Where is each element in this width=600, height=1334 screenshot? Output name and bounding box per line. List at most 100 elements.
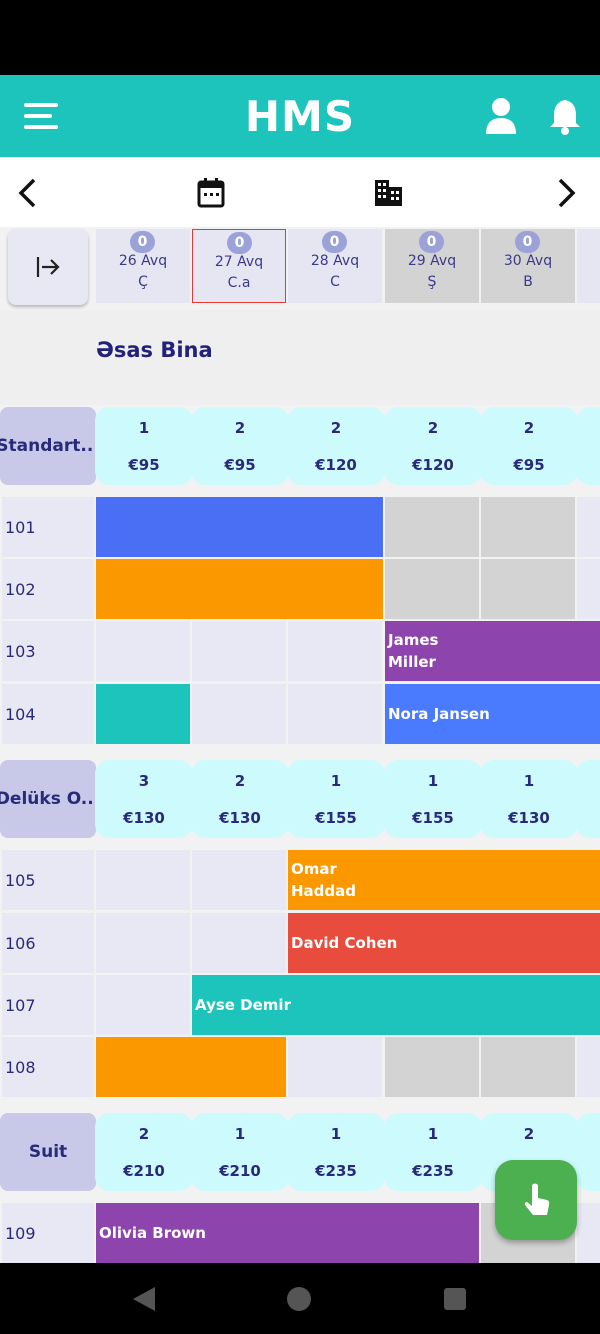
weekday-label: C.a	[227, 275, 251, 291]
booking-bar[interactable]: James Miller	[385, 621, 600, 681]
available-count: 2	[330, 419, 342, 437]
booking-bar[interactable]: Ayse Demir	[192, 975, 600, 1035]
building-button[interactable]	[374, 178, 404, 208]
next-button[interactable]	[552, 177, 580, 209]
available-count: 1	[138, 419, 150, 437]
day-cell[interactable]	[96, 621, 190, 681]
collapse-button[interactable]	[8, 229, 88, 305]
nav-bar	[0, 157, 600, 227]
day-cell[interactable]	[288, 684, 382, 744]
room-type-label: Standart...	[0, 407, 96, 485]
booking-bar[interactable]: Olivia Brown	[96, 1203, 479, 1263]
collapse-icon	[36, 257, 60, 277]
room-number: 101	[2, 497, 94, 557]
date-column	[577, 229, 600, 303]
room-price: €235	[412, 1162, 454, 1180]
available-count: 2	[523, 419, 535, 437]
room-number: 104	[2, 684, 94, 744]
day-cell[interactable]	[577, 1203, 600, 1263]
availability-cell: 2 €95	[191, 407, 289, 485]
date-column: 0 28 Avq C	[288, 229, 382, 303]
room-type-label: Suit	[0, 1113, 96, 1191]
guest-name: James Miller	[388, 631, 439, 671]
day-cell[interactable]	[385, 559, 479, 619]
room-price: €210	[219, 1162, 261, 1180]
date-label: 30 Avq	[503, 253, 553, 269]
weekday-label: B	[523, 274, 533, 290]
notification-button[interactable]	[547, 97, 583, 135]
room-price: €235	[315, 1162, 357, 1180]
day-cell[interactable]	[192, 850, 286, 910]
room-price: €130	[123, 809, 165, 827]
guest-name: Olivia Brown	[99, 1224, 206, 1242]
available-count: 1	[523, 772, 535, 790]
booking-bar[interactable]: Nora Jansen	[385, 684, 600, 744]
day-cell[interactable]	[288, 1037, 382, 1097]
availability-cell: 3 €130	[95, 760, 193, 838]
booking-bar[interactable]	[96, 684, 190, 744]
room-price: €130	[219, 809, 261, 827]
day-cell[interactable]	[385, 497, 479, 557]
room-number: 105	[2, 850, 94, 910]
room-price: €95	[513, 456, 545, 474]
room-price: €155	[315, 809, 357, 827]
day-cell[interactable]	[481, 497, 575, 557]
day-cell[interactable]	[96, 850, 190, 910]
room-price: €120	[412, 456, 454, 474]
calendar-button[interactable]	[196, 177, 226, 209]
day-cell[interactable]	[192, 684, 286, 744]
day-cell[interactable]	[96, 975, 190, 1035]
availability-cell: 1 €130	[480, 760, 578, 838]
guest-name: Omar Haddad	[291, 860, 357, 900]
system-nav-bar	[0, 1263, 600, 1334]
day-cell[interactable]	[577, 1037, 600, 1097]
availability-cell	[576, 1113, 600, 1191]
date-label: 28 Avq	[310, 253, 360, 269]
day-cell[interactable]	[577, 559, 600, 619]
day-cell[interactable]	[577, 497, 600, 557]
day-cell[interactable]	[385, 1037, 479, 1097]
guest-name: Ayse Demir	[195, 996, 291, 1014]
day-badge: 0	[227, 232, 252, 254]
room-price: €210	[123, 1162, 165, 1180]
booking-bar[interactable]: David Cohen	[288, 913, 600, 973]
availability-cell: 1 €155	[287, 760, 385, 838]
day-cell[interactable]	[96, 913, 190, 973]
booking-bar[interactable]	[96, 497, 383, 557]
building-section	[0, 310, 600, 405]
room-type-label: Delüks O...	[0, 760, 96, 838]
guest-name: Nora Jansen	[388, 705, 490, 723]
room-number: 107	[2, 975, 94, 1035]
day-cell[interactable]	[288, 621, 382, 681]
day-cell[interactable]	[192, 913, 286, 973]
date-column: 0 27 Avq C.a	[192, 229, 286, 303]
app-logo: HMS	[244, 91, 356, 141]
menu-button[interactable]	[22, 100, 60, 132]
availability-cell: 2 €95	[480, 407, 578, 485]
availability-cell: 2 €210	[95, 1113, 193, 1191]
available-count: 2	[523, 1125, 535, 1143]
booking-bar[interactable]	[96, 1037, 286, 1097]
profile-button[interactable]	[484, 97, 518, 135]
availability-cell: 2 €120	[287, 407, 385, 485]
available-count: 2	[427, 419, 439, 437]
room-number: 103	[2, 621, 94, 681]
day-cell[interactable]	[481, 559, 575, 619]
day-cell[interactable]	[481, 1037, 575, 1097]
weekday-label: Ş	[427, 274, 437, 290]
available-count: 1	[234, 1125, 246, 1143]
date-label: 29 Avq	[407, 253, 457, 269]
room-price: €155	[412, 809, 454, 827]
guest-name: David Cohen	[291, 934, 398, 952]
availability-cell: 2 €130	[191, 760, 289, 838]
booking-bar[interactable]: Omar Haddad	[288, 850, 600, 910]
action-button[interactable]	[495, 1160, 577, 1240]
room-price: €95	[224, 456, 256, 474]
booking-bar[interactable]	[96, 559, 383, 619]
previous-button[interactable]	[14, 177, 42, 209]
available-count: 2	[234, 419, 246, 437]
day-cell[interactable]	[192, 621, 286, 681]
available-count: 1	[330, 1125, 342, 1143]
day-badge: 0	[515, 231, 540, 253]
